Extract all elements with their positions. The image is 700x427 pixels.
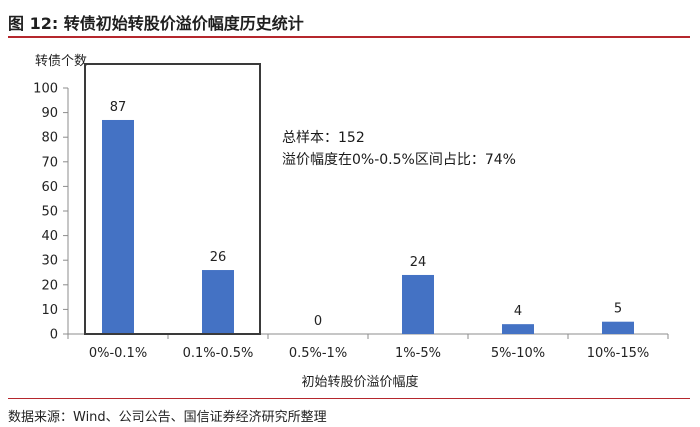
y-tick-label: 60: [41, 180, 58, 195]
bar-1%-5%: [402, 274, 434, 334]
data-label: 24: [410, 255, 427, 270]
data-label: 87: [110, 100, 127, 115]
bar-0%-0.1%: [102, 119, 134, 334]
y-tick-label: 90: [41, 106, 58, 121]
y-axis-label: 转债个数: [35, 54, 88, 69]
data-label: 0: [314, 314, 322, 329]
source-note: 数据来源：Wind、公司公告、国信证券经济研究所整理: [8, 410, 327, 425]
figure-title: 图 12: 转债初始转股价溢价幅度历史统计: [8, 14, 304, 33]
x-tick-label: 1%-5%: [395, 346, 441, 361]
y-tick-label: 80: [41, 131, 58, 146]
bar-0.1%-0.5%: [202, 270, 234, 334]
footer-divider: [8, 398, 690, 399]
data-label: 26: [210, 250, 227, 265]
x-tick-label: 0.1%-0.5%: [183, 346, 254, 361]
highlight-box: [84, 63, 261, 335]
x-tick-label: 10%-15%: [587, 346, 649, 361]
x-tick-label: 5%-10%: [491, 346, 545, 361]
annotation-share: 溢价幅度在0%-0.5%区间占比：74%: [282, 152, 516, 168]
title-divider: [8, 36, 690, 38]
y-tick-label: 0: [50, 328, 58, 343]
data-label: 4: [514, 304, 522, 319]
y-tick-label: 30: [41, 254, 58, 269]
annotation-total-sample: 总样本：152: [282, 130, 365, 146]
y-tick-label: 10: [41, 303, 58, 318]
bar-5%-10%: [502, 324, 534, 334]
x-tick-label: 0.5%-1%: [289, 346, 347, 361]
bar-10%-15%: [602, 321, 634, 334]
y-tick-label: 20: [41, 278, 58, 293]
y-tick-label: 40: [41, 229, 58, 244]
data-label: 5: [614, 302, 622, 317]
y-tick-label: 100: [33, 82, 58, 97]
x-axis-label: 初始转股价溢价幅度: [301, 375, 419, 390]
y-tick-label: 70: [41, 155, 58, 170]
y-tick-label: 50: [41, 205, 58, 220]
x-tick-label: 0%-0.1%: [89, 346, 147, 361]
